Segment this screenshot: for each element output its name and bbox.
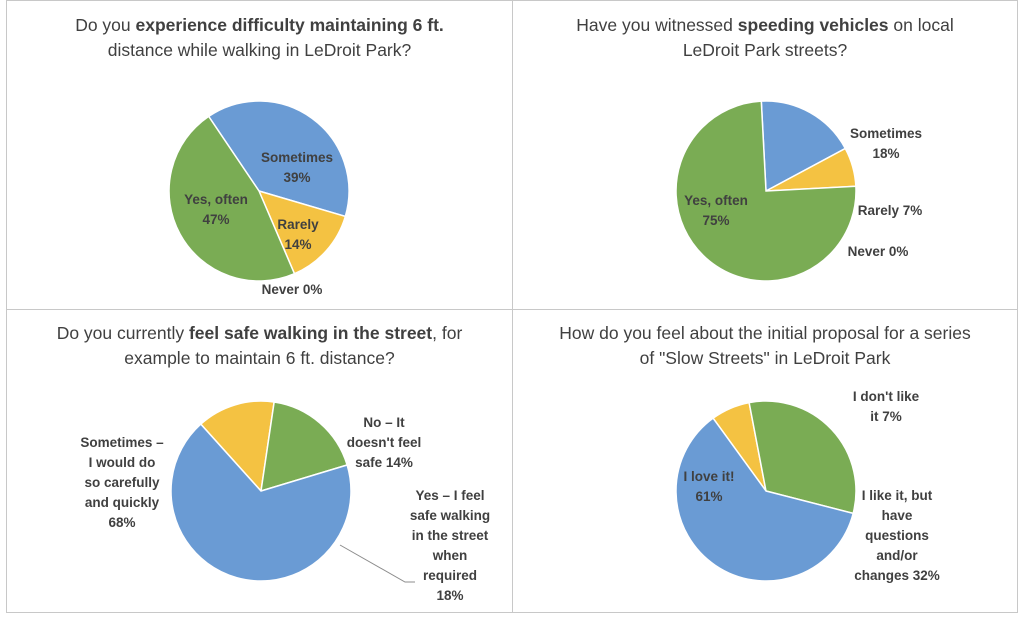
data-label-line: Rarely 7% bbox=[858, 203, 923, 218]
data-label-line: and quickly bbox=[85, 495, 160, 510]
data-label-line: I don't like bbox=[853, 389, 920, 404]
data-label-line: Never 0% bbox=[848, 244, 909, 259]
data-label-line: in the street bbox=[412, 528, 489, 543]
data-label: Yes – I feel safe walking in the street whe… bbox=[410, 488, 490, 603]
data-label-line: Rarely bbox=[277, 217, 319, 232]
title-part: on local LeDroit Park streets? bbox=[682, 15, 954, 60]
chart-panel-feel-safe: Do you currently feel safe walking in th… bbox=[6, 309, 513, 613]
data-label-line: 39% bbox=[283, 170, 310, 185]
pie-slice-sometimes bbox=[760, 100, 847, 193]
pie-slice-rarely bbox=[257, 189, 347, 275]
data-label-line: doesn't feel bbox=[347, 435, 421, 450]
data-label-line: 68% bbox=[108, 515, 135, 530]
data-label-line: have bbox=[882, 508, 913, 523]
pie-slice-sometimes-i-would-do-so-carefully-and-quickly bbox=[170, 423, 352, 582]
pie-chart: Sometimes 39% Rarely 14% Never 0% Yes, often 4… bbox=[168, 100, 350, 297]
data-label: I don't like it 7% bbox=[853, 389, 920, 424]
data-label-line: 75% bbox=[702, 213, 729, 228]
data-label-line: required bbox=[423, 568, 477, 583]
data-label: Yes, often 47% bbox=[184, 192, 248, 227]
pie-slice-i-like-it-but-have-questions-and-or-changes bbox=[748, 400, 857, 515]
data-label: Sometimes – I would do so carefully and qui… bbox=[80, 435, 164, 530]
data-label-line: Yes, often bbox=[684, 193, 748, 208]
title-part: Do you bbox=[75, 15, 136, 35]
pie-slice-yes-often bbox=[675, 100, 857, 282]
data-label-line: Sometimes – bbox=[80, 435, 164, 450]
data-label-line: 61% bbox=[695, 489, 722, 504]
data-label-line: safe walking bbox=[410, 508, 490, 523]
chart-panel-speeding: Have you witnessed speeding vehicles on … bbox=[512, 0, 1018, 310]
title-part: How do you feel about the initial propos… bbox=[559, 323, 971, 368]
data-label-line: No – It bbox=[363, 415, 405, 430]
data-label: No – It doesn't feel safe 14% bbox=[347, 415, 421, 470]
data-label-line: safe 14% bbox=[355, 455, 413, 470]
pie-slice-yes-i-feel-safe-walking-in-the-street-when-required bbox=[260, 401, 349, 493]
data-label: Yes, often 75% bbox=[684, 193, 748, 228]
data-label-line: Yes, often bbox=[184, 192, 248, 207]
title-part: , for example to maintain 6 ft. distance… bbox=[124, 323, 463, 368]
data-label-line: Sometimes bbox=[850, 126, 922, 141]
chart-title: Do you currently feel safe walking in th… bbox=[7, 321, 512, 371]
chart-title: How do you feel about the initial propos… bbox=[513, 321, 1017, 371]
pie-chart: I don't like it 7% I like it, but have quest… bbox=[675, 389, 940, 583]
data-label: I love it! 61% bbox=[683, 469, 734, 504]
data-label: Rarely 14% bbox=[277, 217, 319, 252]
data-label: Never 0% bbox=[848, 244, 909, 259]
data-label: Rarely 7% bbox=[858, 203, 923, 218]
chart-title: Have you witnessed speeding vehicles on … bbox=[513, 13, 1017, 63]
pie-chart: No – It doesn't feel safe 14% Yes – I feel s… bbox=[80, 400, 490, 603]
data-label: I like it, but have questions and/or changes… bbox=[854, 488, 940, 583]
data-label-line: 18% bbox=[436, 588, 463, 603]
data-label-line: 14% bbox=[284, 237, 311, 252]
title-part: Do you currently bbox=[56, 323, 189, 343]
chart-panel-slow-streets: How do you feel about the initial propos… bbox=[512, 309, 1018, 613]
title-part: distance while walking in LeDroit Park? bbox=[107, 40, 412, 60]
label-leader-line bbox=[339, 544, 415, 583]
data-label-line: I love it! bbox=[683, 469, 734, 484]
data-label-line: so carefully bbox=[84, 475, 160, 490]
data-label-line: Never 0% bbox=[262, 282, 323, 297]
title-bold-part: feel safe walking in the street bbox=[188, 323, 433, 343]
data-label-line: 18% bbox=[872, 146, 899, 161]
data-label: Sometimes 18% bbox=[850, 126, 922, 161]
pie-slice-sometimes bbox=[207, 100, 350, 218]
pie-slice-i-love-it bbox=[675, 417, 855, 582]
title-bold-part: experience difficulty maintaining 6 ft. bbox=[135, 15, 444, 35]
data-label-line: when bbox=[432, 548, 468, 563]
chart-title: Do you experience difficulty maintaining… bbox=[7, 13, 512, 63]
pie-slice-no-it-doesn-t-feel-safe bbox=[199, 400, 276, 493]
data-label: Sometimes 39% bbox=[261, 150, 333, 185]
data-label-line: Yes – I feel bbox=[415, 488, 484, 503]
title-part: Have you witnessed bbox=[576, 15, 738, 35]
data-label: Never 0% bbox=[262, 282, 323, 297]
data-label-line: I would do bbox=[89, 455, 156, 470]
data-label-line: questions bbox=[865, 528, 929, 543]
data-label-line: changes 32% bbox=[854, 568, 940, 583]
data-label-line: I like it, but bbox=[862, 488, 933, 503]
data-label-line: Sometimes bbox=[261, 150, 333, 165]
data-label-line: 47% bbox=[202, 212, 229, 227]
data-label-line: and/or bbox=[876, 548, 918, 563]
chart-panel-distance: Do you experience difficulty maintaining… bbox=[6, 0, 513, 310]
pie-slice-yes-often bbox=[168, 115, 296, 282]
title-bold-part: speeding vehicles bbox=[737, 15, 889, 35]
data-label-line: it 7% bbox=[870, 409, 902, 424]
pie-chart: Sometimes 18% Rarely 7% Never 0% Yes, often 7… bbox=[675, 100, 923, 282]
